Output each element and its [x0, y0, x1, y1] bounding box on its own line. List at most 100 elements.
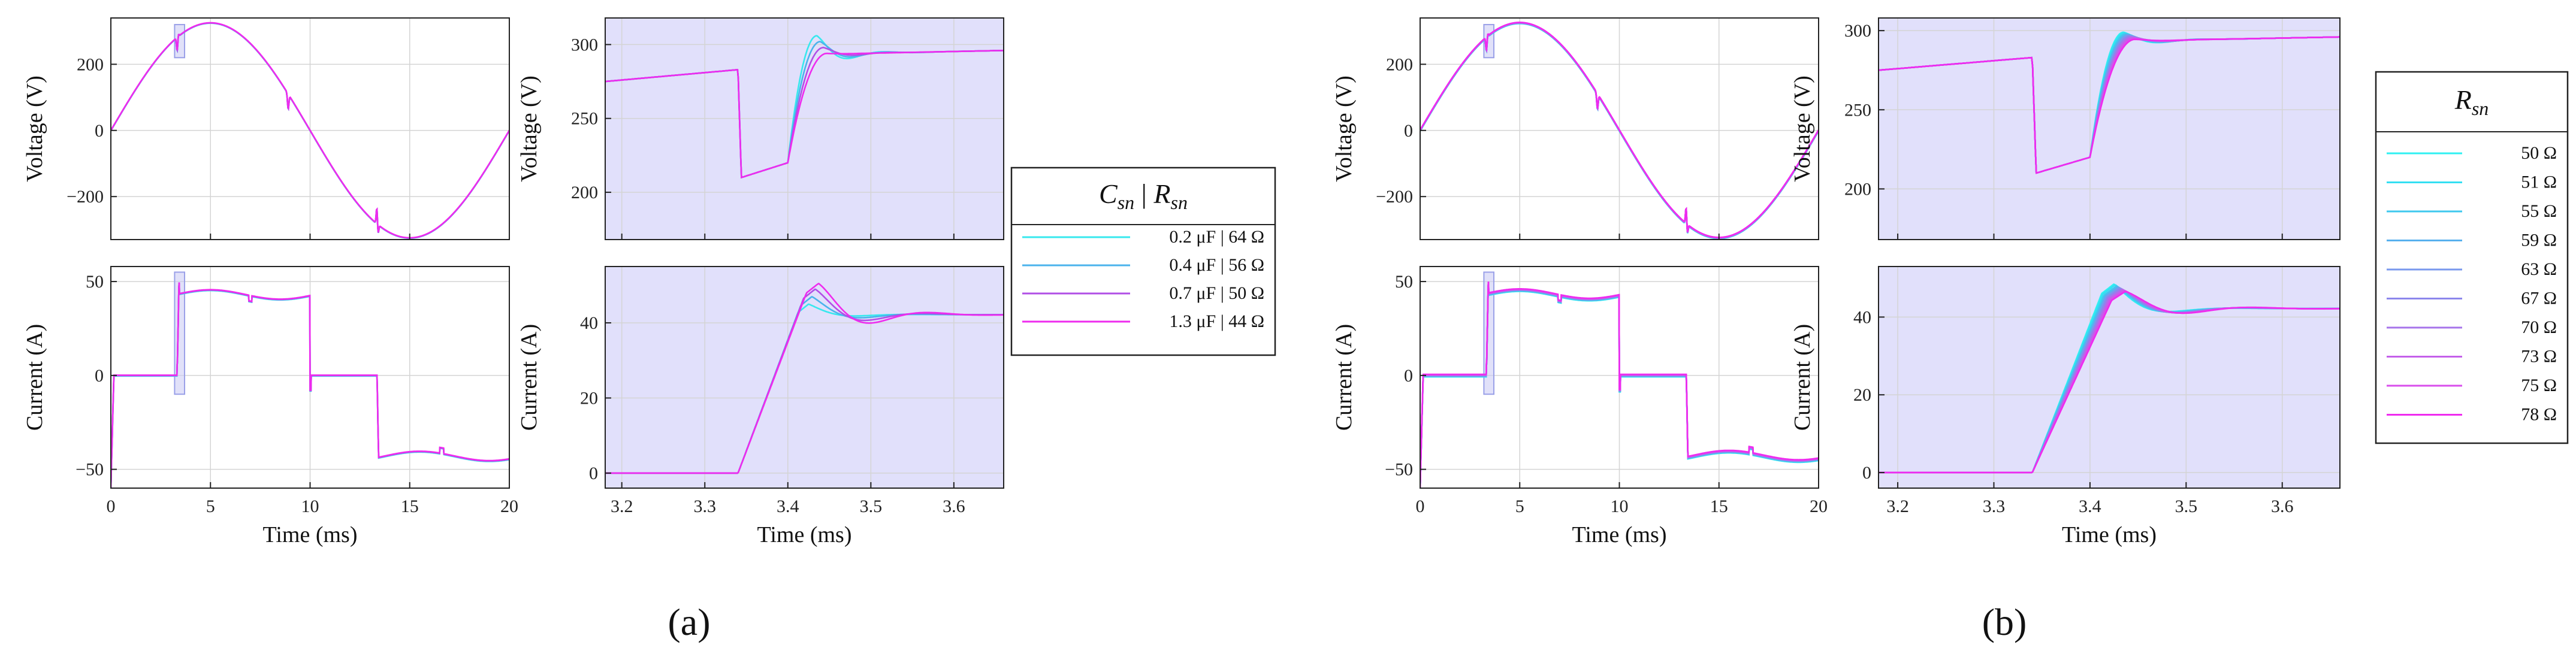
- x-tick-label: 3.6: [2271, 496, 2294, 516]
- x-tick-label: 3.3: [694, 496, 717, 516]
- series-line-4: [605, 50, 1004, 179]
- x-axis-label: Time (ms): [2062, 522, 2157, 547]
- y-tick-label: 200: [77, 55, 104, 74]
- legend-title: Csn | Rsn: [1099, 178, 1188, 213]
- y-tick-label: 0: [1404, 366, 1413, 386]
- x-tick-label: 3.2: [1886, 496, 1909, 516]
- series-group: [111, 282, 509, 488]
- y-tick-label: −200: [1376, 187, 1413, 207]
- y-tick-label: 50: [86, 272, 104, 292]
- axes-frame: [605, 266, 1004, 489]
- x-axis-label: Time (ms): [262, 522, 357, 547]
- axes-frame: [1878, 266, 2341, 489]
- chart-a-current-zoom: 3.2 3.3 3.4 3.5 3.6 0 20 40 Current (A) Time (ms): [517, 266, 1004, 547]
- series-group: [605, 35, 1004, 179]
- y-tick-label: 200: [1386, 55, 1413, 74]
- y-tick-label: 50: [1395, 272, 1413, 292]
- x-tick-label: 15: [1710, 496, 1728, 516]
- legend-label-3: 55 Ω: [2521, 201, 2557, 221]
- series-line-4: [605, 283, 1004, 474]
- legend-title-subscript-2: sn: [1171, 192, 1188, 213]
- series-group: [1879, 283, 2340, 474]
- legend-title-symbol-2: R: [1153, 178, 1170, 209]
- y-tick-label: 0: [1862, 463, 1871, 483]
- legend-label-4: 59 Ω: [2521, 231, 2557, 250]
- legend-label-3: 0.7 μF | 50 Ω: [1169, 283, 1264, 303]
- x-axis-label: Time (ms): [1572, 522, 1666, 547]
- series-line-10: [1420, 281, 1819, 488]
- y-tick-label: 250: [1844, 100, 1871, 120]
- series-line-10: [1420, 22, 1819, 238]
- y-axis-label: Current (A): [1790, 324, 1815, 431]
- x-tick-label: 20: [1810, 496, 1828, 516]
- series-line-10: [1879, 290, 2340, 474]
- series-group: [1879, 31, 2340, 174]
- plot-area: [1879, 18, 2340, 240]
- y-axis-label: Voltage (V): [1790, 75, 1815, 182]
- caption-a: (a): [668, 601, 710, 643]
- legend-label-9: 75 Ω: [2521, 376, 2557, 395]
- axes-frame: [605, 17, 1004, 240]
- legend-label-6: 67 Ω: [2521, 289, 2557, 308]
- y-tick-label: −50: [76, 460, 104, 480]
- y-axis-label: Current (A): [517, 324, 542, 431]
- legend-label-4: 1.3 μF | 44 Ω: [1169, 311, 1264, 331]
- y-axis-label: Voltage (V): [517, 75, 542, 182]
- y-tick-label: −200: [67, 187, 104, 207]
- chart-a-voltage-full: −200 0 200 Voltage (V): [22, 17, 510, 240]
- legend-title-subscript: sn: [1118, 192, 1134, 213]
- y-tick-label: 40: [1853, 307, 1871, 327]
- x-tick-label: 3.4: [777, 496, 799, 516]
- chart-b-current-zoom: 3.2 3.3 3.4 3.5 3.6 0 20 40 Current (A) Time (ms): [1790, 266, 2341, 547]
- legend-a: Csn | Rsn 0.2 μF | 64 Ω 0.4 μF | 56 Ω 0.7 μ…: [1010, 166, 1276, 356]
- legend-title-separator: |: [1134, 178, 1153, 209]
- legend-label-10: 78 Ω: [2521, 405, 2557, 425]
- plot-area: [605, 18, 1004, 240]
- legend-title-symbol: C: [1099, 178, 1118, 209]
- x-tick-label: 0: [1416, 496, 1425, 516]
- series-group: [1420, 22, 1819, 240]
- legend-label-7: 70 Ω: [2521, 317, 2557, 337]
- legends: Csn | Rsn 0.2 μF | 64 Ω 0.4 μF | 56 Ω 0.7 μ…: [1010, 71, 2569, 444]
- x-tick-label: 10: [301, 496, 319, 516]
- y-tick-label: 40: [580, 313, 598, 333]
- x-tick-label: 3.4: [2079, 496, 2101, 516]
- x-tick-label: 3.2: [611, 496, 633, 516]
- y-axis-label: Voltage (V): [22, 75, 47, 182]
- x-tick-label: 3.3: [1983, 496, 2006, 516]
- y-axis-label: Voltage (V): [1331, 75, 1357, 182]
- chart-b-voltage-zoom: 200 250 300 Voltage (V): [1790, 17, 2341, 240]
- y-axis-label: Current (A): [22, 324, 47, 431]
- y-tick-label: 200: [1844, 179, 1871, 199]
- x-tick-label: 5: [1515, 496, 1524, 516]
- x-tick-label: 5: [206, 496, 215, 516]
- y-tick-label: 0: [95, 366, 104, 386]
- x-tick-label: 15: [401, 496, 419, 516]
- legend-label-1: 0.2 μF | 64 Ω: [1169, 227, 1264, 247]
- axes-frame: [1878, 17, 2341, 240]
- legend-title-subscript: sn: [2472, 98, 2489, 119]
- y-tick-label: 250: [571, 109, 598, 129]
- x-tick-label: 20: [500, 496, 518, 516]
- x-tick-label: 3.5: [860, 496, 883, 516]
- y-tick-label: 20: [1853, 385, 1871, 405]
- series-group: [605, 283, 1004, 474]
- x-tick-label: 3.6: [943, 496, 965, 516]
- y-tick-label: 0: [1404, 121, 1413, 141]
- y-tick-label: 20: [580, 388, 598, 408]
- legend-title: Rsn: [2454, 84, 2489, 119]
- y-tick-label: −50: [1385, 460, 1413, 480]
- series-line-4: [111, 22, 509, 239]
- series-line-10: [1879, 36, 2340, 174]
- x-axis-label: Time (ms): [757, 522, 851, 547]
- legend-title-symbol: R: [2454, 84, 2472, 115]
- x-tick-label: 3.5: [2175, 496, 2198, 516]
- legend-b: Rsn 50 Ω 51 Ω 55 Ω 59 Ω 63 Ω 67 Ω 70 Ω 73 Ω 75 Ω 7…: [2375, 71, 2569, 444]
- y-tick-label: 300: [571, 35, 598, 55]
- caption-b: (b): [1982, 601, 2027, 643]
- legend-label-1: 50 Ω: [2521, 143, 2557, 163]
